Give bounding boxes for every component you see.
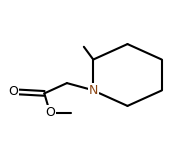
Text: O: O [8,85,18,98]
Text: O: O [45,106,55,119]
Text: N: N [89,84,98,97]
